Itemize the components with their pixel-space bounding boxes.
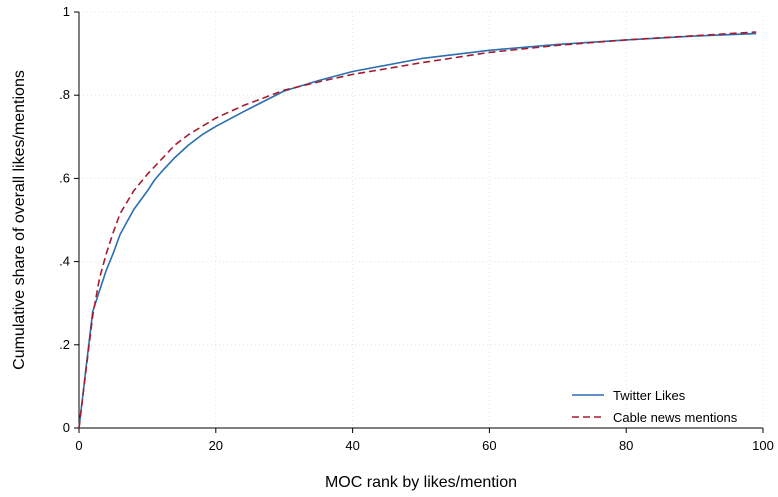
- legend-label-1: Cable news mentions: [613, 410, 738, 425]
- x-axis-title: MOC rank by likes/mention: [325, 474, 517, 491]
- y-tick-label: .6: [59, 170, 70, 185]
- series-line-0: [78, 32, 757, 429]
- y-axis-title: Cumulative share of overall likes/mentio…: [11, 70, 28, 370]
- x-tick-label: 100: [752, 438, 774, 453]
- legend-label-0: Twitter Likes: [613, 388, 686, 403]
- gridlines: [79, 11, 764, 428]
- y-tick-label: .2: [59, 337, 70, 352]
- x-tick-label: 0: [75, 438, 82, 453]
- legend: Twitter Likes Cable news mentions: [572, 388, 738, 425]
- y-tick-label: 1: [63, 4, 70, 19]
- y-tick-label: .8: [59, 87, 70, 102]
- series-lines: [78, 31, 757, 429]
- x-tick-label: 40: [345, 438, 359, 453]
- x-tick-label: 80: [619, 438, 633, 453]
- y-tick-label: .4: [59, 254, 70, 269]
- series-line-1: [78, 31, 757, 429]
- axes: 0 .2 .4 .6 .8 1 0 20 40 60 80 100: [59, 4, 774, 453]
- x-tick-label: 60: [482, 438, 496, 453]
- x-tick-label: 20: [209, 438, 223, 453]
- y-tick-label: 0: [63, 420, 70, 435]
